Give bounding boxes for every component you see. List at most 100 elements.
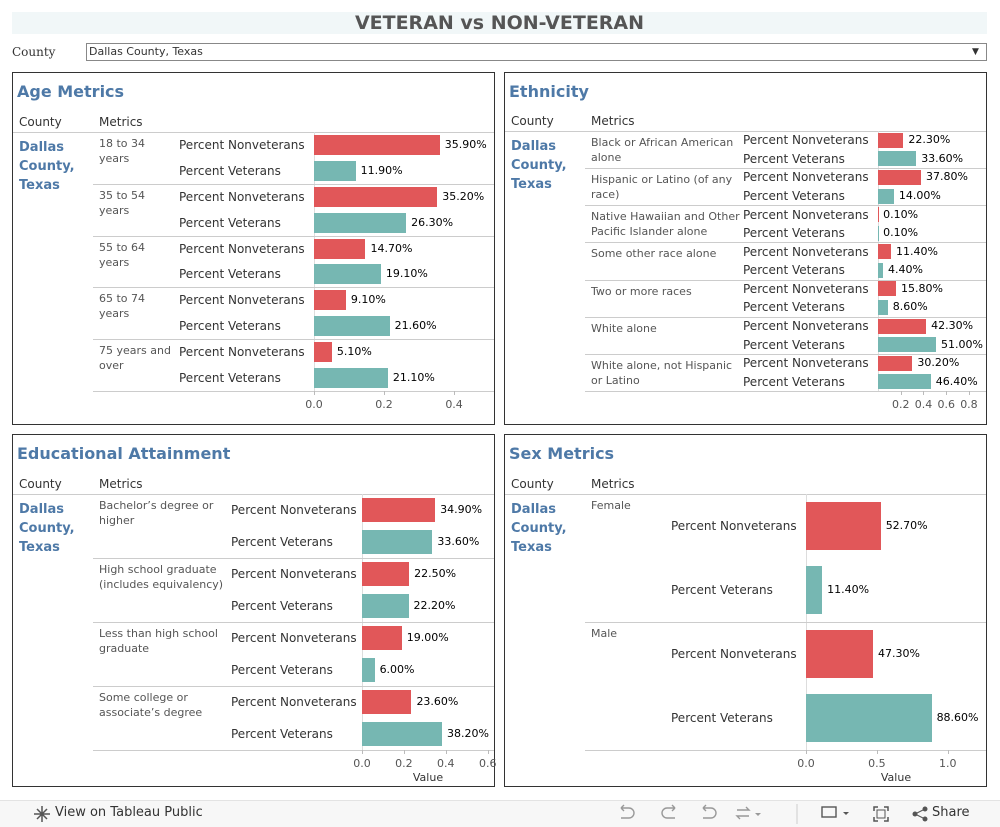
rule-line: [585, 353, 986, 355]
column-header: Metrics: [591, 114, 635, 128]
zero-line: [314, 132, 315, 391]
rule-line: [505, 131, 986, 132]
measure-label: Percent Veterans: [743, 374, 845, 389]
bar: [878, 281, 896, 297]
rule-line: [93, 235, 494, 237]
value-label: 35.20%: [442, 189, 485, 203]
measure-label: Percent Veterans: [743, 337, 845, 352]
rule-line: [93, 287, 494, 289]
x-tick-label: 0.4: [445, 398, 463, 411]
group-label: 18 to 34 years: [99, 137, 146, 165]
panel-title: Ethnicity: [509, 82, 589, 101]
group-label: High school graduate (includes equivalen…: [99, 563, 224, 591]
x-tick-label: 0.4: [914, 398, 933, 411]
bar: [362, 690, 412, 714]
column-header: County: [19, 115, 62, 129]
bar: [314, 186, 438, 207]
filter-value[interactable]: Dallas County, Texas: [89, 45, 203, 58]
measure-label: Percent Nonveterans: [743, 356, 869, 371]
value-label: 22.30%: [908, 133, 951, 147]
measure-label: Percent Nonveterans: [179, 293, 305, 308]
x-tick-label: 1.0: [938, 757, 957, 770]
value-label: 22.50%: [414, 567, 457, 580]
value-label: 15.80%: [900, 281, 943, 295]
value-label: 11.40%: [895, 244, 938, 258]
column-header: County: [511, 114, 554, 128]
measure-label: Percent Veterans: [179, 163, 281, 178]
rule-line: [93, 339, 494, 341]
value-label: 14.70%: [370, 241, 413, 255]
footer: [0, 800, 1000, 827]
rule-line: [585, 622, 986, 623]
bar: [362, 562, 410, 586]
bar: [806, 630, 874, 678]
measure-label: Percent Nonveterans: [743, 281, 869, 296]
filter-dropdown[interactable]: [86, 43, 987, 61]
value-label: 5.10%: [336, 345, 372, 359]
footer-link[interactable]: View on Tableau Public: [55, 805, 203, 820]
value-label: 4.40%: [888, 263, 923, 277]
value-label: 33.60%: [921, 151, 964, 165]
value-label: 52.70%: [885, 519, 928, 532]
value-label: 19.00%: [406, 631, 449, 644]
bar: [878, 355, 913, 371]
measure-label: Percent Nonveterans: [671, 519, 797, 533]
group-label: White alone: [591, 321, 657, 335]
share-button[interactable]: Share: [932, 805, 970, 820]
rule-line: [13, 494, 494, 495]
tick-mark: [946, 391, 948, 395]
bar: [878, 262, 883, 278]
dropdown-arrow[interactable]: ▼: [972, 47, 979, 57]
group-label: Hispanic or Latino (of any race): [591, 173, 733, 202]
value-label: 34.90%: [440, 503, 483, 516]
measure-label: Percent Veterans: [231, 599, 333, 613]
tick-mark: [806, 750, 807, 754]
bar: [878, 132, 904, 148]
measure-label: Percent Nonveterans: [671, 647, 797, 661]
share-icon[interactable]: [911, 805, 929, 823]
bar: [362, 722, 443, 746]
panel-title: Age Metrics: [17, 82, 125, 101]
zero-line: [878, 131, 879, 391]
group-label: Male: [591, 627, 618, 640]
bar: [314, 290, 346, 311]
bar: [314, 160, 356, 181]
rule-line: [93, 183, 494, 185]
group-label: White alone, not Hispanic or Latino: [591, 358, 733, 387]
title-bar: [12, 12, 987, 34]
measure-label: Percent Nonveterans: [179, 345, 305, 360]
value-label: 11.90%: [360, 163, 403, 177]
value-label: 8.60%: [892, 300, 928, 314]
tick-mark: [947, 750, 949, 754]
group-label: Less than high school graduate: [99, 627, 218, 655]
value-label: 23.60%: [416, 695, 459, 708]
bar: [314, 264, 381, 285]
group-label: 75 years and over: [99, 344, 171, 373]
x-axis-label: Value: [880, 771, 912, 784]
tick-mark: [445, 750, 447, 754]
group-label: Native Hawaiian and Other Pacific Island…: [591, 210, 740, 239]
group-label: 55 to 64 years: [99, 240, 146, 269]
measure-label: Percent Veterans: [231, 727, 333, 741]
measure-label: Percent Nonveterans: [179, 137, 305, 152]
value-label: 11.40%: [827, 583, 870, 596]
tableau-icon[interactable]: [33, 805, 51, 823]
value-label: 26.30%: [411, 215, 454, 229]
value-label: 21.10%: [392, 371, 435, 385]
value-label: 30.20%: [917, 356, 960, 370]
county-label: Dallas County, Texas: [511, 502, 567, 555]
panel: [504, 72, 987, 425]
value-label: 38.20%: [447, 727, 489, 740]
measure-label: Percent Veterans: [743, 300, 845, 315]
bar: [362, 594, 409, 618]
bar: [314, 342, 332, 363]
value-label: 33.60%: [437, 535, 480, 548]
value-label: 51.00%: [940, 337, 983, 351]
measure-label: Percent Nonveterans: [743, 207, 869, 222]
tick-mark: [362, 750, 363, 754]
value-label: 42.30%: [931, 319, 974, 332]
fullscreen-icon[interactable]: [872, 805, 890, 823]
toolbar-icons[interactable]: [615, 802, 855, 826]
measure-label: Percent Nonveterans: [231, 695, 357, 709]
